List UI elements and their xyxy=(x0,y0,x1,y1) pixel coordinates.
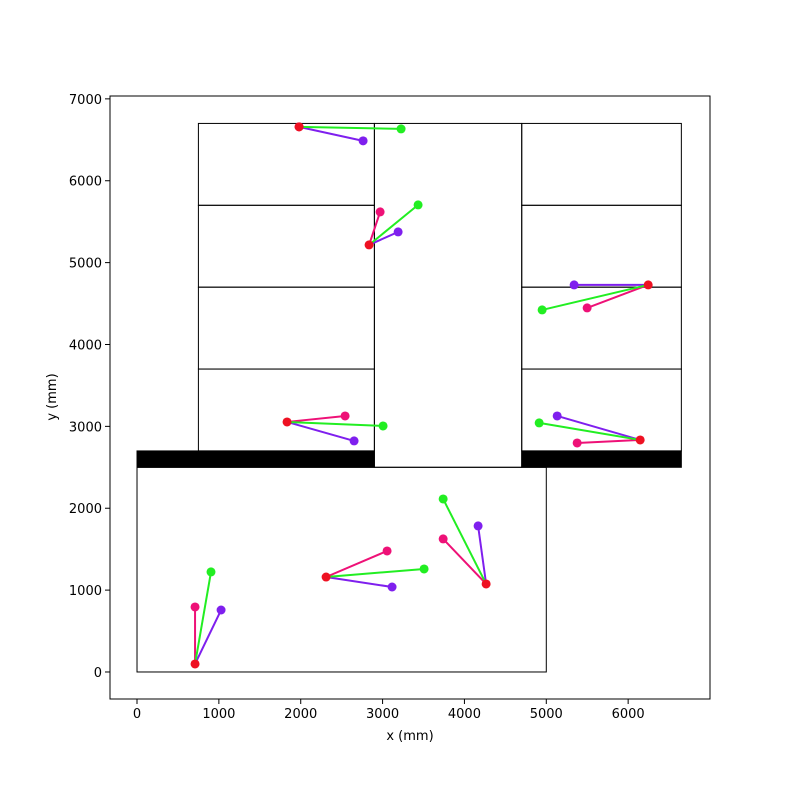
segment xyxy=(325,550,388,578)
x-tick-label: 0 xyxy=(133,707,141,722)
y-axis-label: y (mm) xyxy=(45,373,60,420)
segment xyxy=(539,421,641,441)
point xyxy=(569,280,579,290)
point xyxy=(635,435,645,445)
x-tick-label: 4000 xyxy=(448,707,481,722)
point xyxy=(419,564,429,574)
point xyxy=(216,605,226,615)
segment xyxy=(298,125,364,142)
point xyxy=(358,136,368,146)
x-tick-label: 6000 xyxy=(612,707,645,722)
point xyxy=(473,521,483,531)
point xyxy=(282,417,292,427)
point xyxy=(438,534,448,544)
segment xyxy=(194,571,212,665)
point xyxy=(206,567,216,577)
point xyxy=(481,579,491,589)
point xyxy=(378,421,388,431)
x-axis-label: x (mm) xyxy=(386,729,433,744)
point xyxy=(375,207,385,217)
y-tick-label: 3000 xyxy=(69,420,102,435)
point xyxy=(349,436,359,446)
point xyxy=(382,546,392,556)
point xyxy=(537,305,547,315)
segment xyxy=(299,125,402,130)
y-tick-label: 1000 xyxy=(69,584,102,599)
point xyxy=(190,659,200,669)
point xyxy=(294,122,304,132)
y-tick-label: 0 xyxy=(94,666,102,681)
segment xyxy=(286,414,346,423)
point xyxy=(534,418,544,428)
segment xyxy=(442,498,488,585)
point xyxy=(321,572,331,582)
y-tick-label: 2000 xyxy=(69,502,102,517)
point xyxy=(387,582,397,592)
segment xyxy=(368,230,399,246)
x-tick-label: 2000 xyxy=(284,707,317,722)
point xyxy=(393,227,403,237)
segment xyxy=(577,438,641,444)
wall xyxy=(136,450,375,468)
x-tick-label: 3000 xyxy=(366,707,399,722)
segment xyxy=(586,283,649,309)
point xyxy=(582,303,592,313)
x-tick-label: 1000 xyxy=(202,707,235,722)
segment xyxy=(477,525,488,585)
segment xyxy=(287,420,384,427)
wall xyxy=(521,450,682,468)
segment xyxy=(326,567,425,579)
segment xyxy=(442,538,487,585)
segment xyxy=(541,283,649,311)
segment xyxy=(368,204,419,246)
y-tick-label: 5000 xyxy=(69,257,102,272)
point xyxy=(552,411,562,421)
segment xyxy=(556,415,641,441)
point xyxy=(396,124,406,134)
segment xyxy=(286,420,355,442)
point xyxy=(190,602,200,612)
segment xyxy=(325,576,393,588)
y-tick-label: 6000 xyxy=(69,175,102,190)
point xyxy=(413,200,423,210)
point xyxy=(643,280,653,290)
point xyxy=(572,438,582,448)
y-tick-label: 4000 xyxy=(69,338,102,353)
point xyxy=(364,240,374,250)
plot-frame xyxy=(109,95,711,700)
y-tick-label: 7000 xyxy=(69,93,102,108)
segment xyxy=(368,211,382,246)
point xyxy=(438,494,448,504)
segment xyxy=(194,609,222,665)
x-tick-label: 5000 xyxy=(530,707,563,722)
room xyxy=(521,122,682,206)
point xyxy=(340,411,350,421)
